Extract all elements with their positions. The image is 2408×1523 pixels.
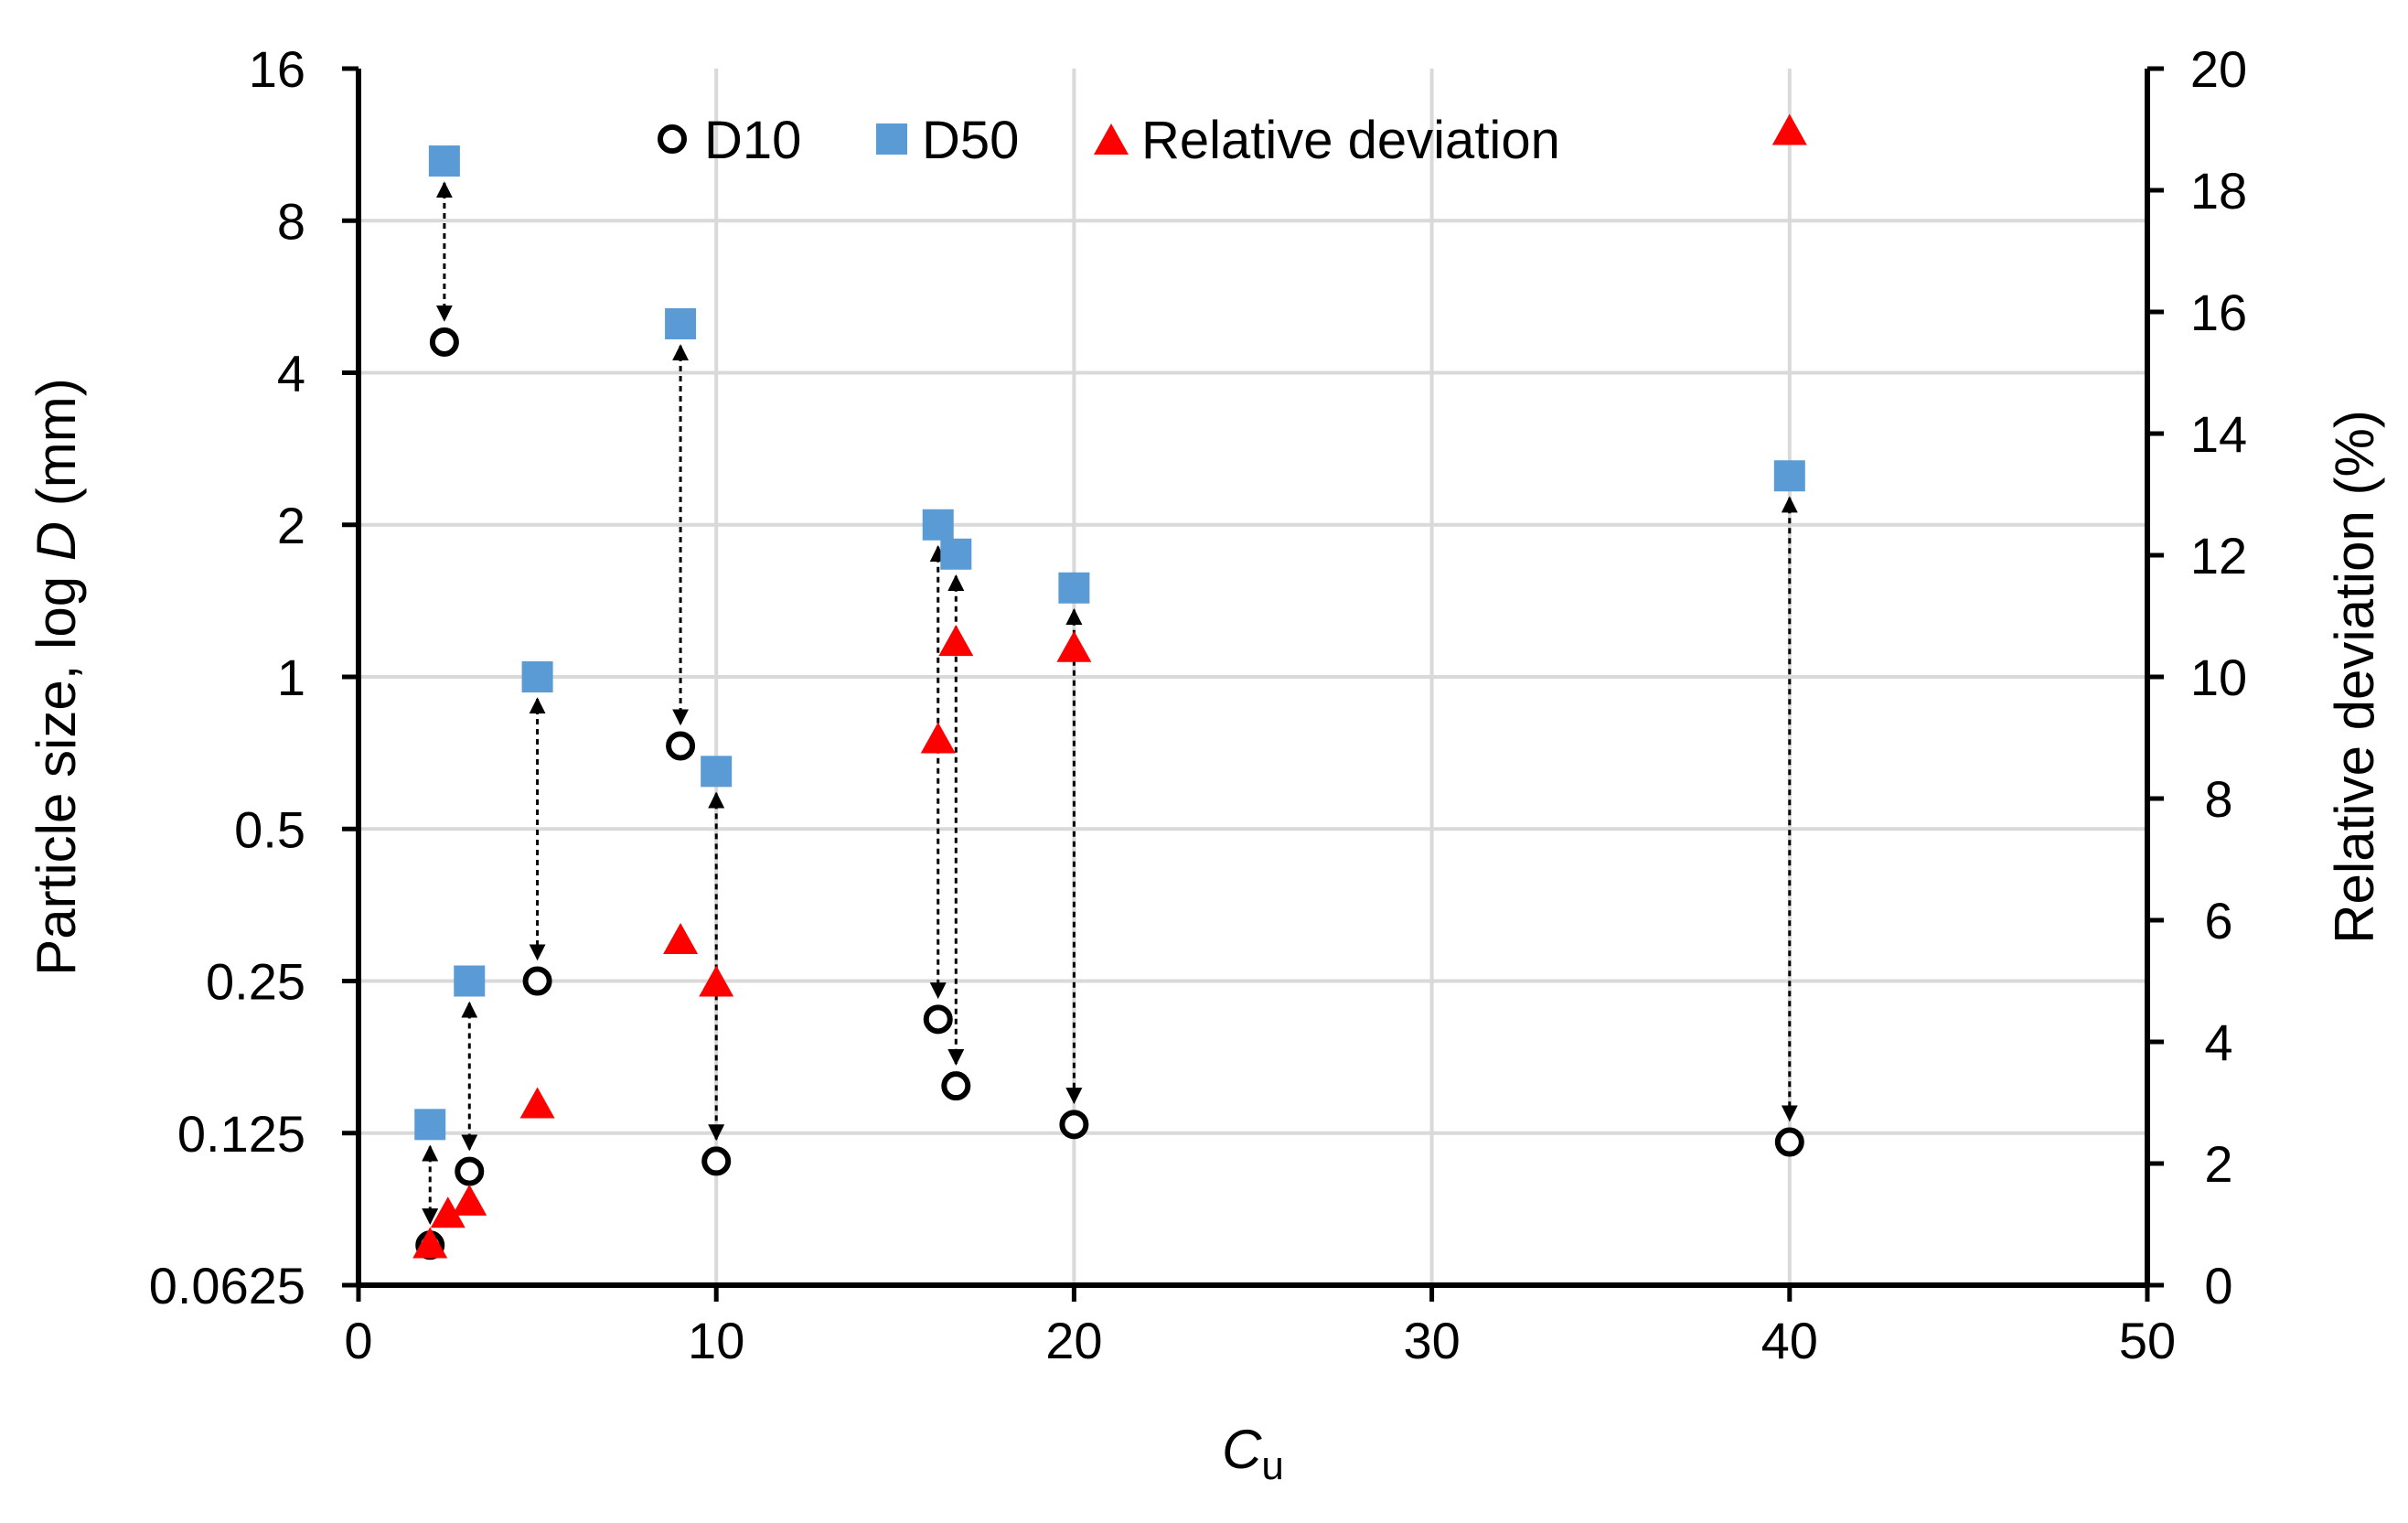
- point-d10: [522, 966, 552, 996]
- axes: [342, 66, 2164, 1302]
- point-d10: [923, 1004, 953, 1035]
- y-right-tick-label: 8: [2204, 770, 2232, 828]
- y-right-tick-label: 16: [2190, 284, 2247, 341]
- point-relative-deviation: [430, 1196, 466, 1228]
- point-relative-deviation: [920, 722, 956, 754]
- point-d50: [414, 1109, 446, 1141]
- series-relative-deviation: [412, 113, 1807, 1259]
- point-d10: [455, 1156, 485, 1186]
- point-relative-deviation: [938, 625, 974, 657]
- point-relative-deviation: [1771, 113, 1807, 145]
- y-left-tick-label: 0.5: [234, 800, 305, 858]
- point-relative-deviation: [519, 1087, 555, 1119]
- y-right-tick-label: 20: [2190, 40, 2247, 98]
- legend-marker-d50: [876, 123, 907, 155]
- point-relative-deviation: [1056, 630, 1092, 662]
- x-tick-label: 20: [1045, 1312, 1102, 1369]
- legend-entry-d10: D10: [658, 111, 801, 170]
- point-d50: [454, 965, 486, 997]
- legend: D10 D50 Relative deviation: [658, 111, 1560, 170]
- y-left-tick-label: 4: [277, 345, 305, 402]
- y-left-tick-label: 8: [277, 192, 305, 250]
- legend-entry-d50: D50: [876, 111, 1019, 170]
- legend-entry-relative-deviation: Relative deviation: [1094, 111, 1560, 170]
- y-left-tick-label: 0.25: [206, 953, 305, 1011]
- x-axis-title: Cu: [1222, 1419, 1284, 1488]
- x-tick-label: 10: [688, 1312, 744, 1369]
- x-axis-title-sub: u: [1261, 1443, 1283, 1488]
- y-left-tick-label: 0.0625: [149, 1257, 305, 1314]
- gridlines: [359, 69, 2147, 1285]
- point-d50: [940, 538, 972, 570]
- point-d10: [1059, 1110, 1089, 1140]
- point-relative-deviation: [412, 1227, 448, 1259]
- point-d10: [1774, 1127, 1804, 1157]
- x-tick-label: 30: [1403, 1312, 1460, 1369]
- point-relative-deviation: [452, 1184, 487, 1216]
- point-d10: [429, 327, 459, 357]
- point-d50: [1773, 460, 1805, 492]
- x-axis-title-main: C: [1222, 1419, 1262, 1480]
- point-d50: [922, 509, 954, 541]
- series-d50: [414, 145, 1805, 1141]
- point-d50: [665, 307, 697, 339]
- y-right-tick-label: 18: [2190, 162, 2247, 220]
- point-d10: [941, 1071, 971, 1101]
- legend-marker-d10: [658, 124, 687, 154]
- legend-label-relative-deviation: Relative deviation: [1141, 111, 1560, 170]
- y-right-tick-label: 0: [2204, 1257, 2232, 1314]
- y-left-tick-label: 2: [277, 497, 305, 554]
- series-d10: [415, 327, 1804, 1260]
- point-relative-deviation: [699, 965, 734, 997]
- y-right-tick-label: 12: [2190, 527, 2247, 585]
- y-axis-right-title: Relative deviation (%): [2324, 410, 2385, 944]
- point-d50: [1058, 572, 1090, 604]
- y-left-tick-label: 16: [249, 40, 305, 98]
- x-tick-label: 50: [2119, 1312, 2176, 1369]
- y-right-tick-label: 4: [2204, 1014, 2232, 1071]
- deviation-arrows: [422, 181, 1798, 1226]
- y-right-tick-label: 2: [2204, 1135, 2232, 1193]
- point-d10: [701, 1146, 732, 1176]
- data-points: [412, 113, 1807, 1260]
- y-axis-left-title: Particle size, log D (mm): [26, 378, 87, 975]
- y-left-tick-label: 1: [277, 649, 305, 706]
- point-d50: [521, 661, 553, 692]
- y-axis-left-title-part2: D: [26, 521, 87, 561]
- point-d50: [701, 756, 733, 788]
- y-right-tick-label: 10: [2190, 649, 2247, 706]
- y-axis-left-title-part1: Particle size, log: [26, 561, 87, 976]
- tick-labels: 0 10 20 30 40 500.06250.1250.250.512481602468…: [149, 40, 2247, 1369]
- x-tick-label: 40: [1761, 1312, 1818, 1369]
- y-axis-left-title-part3: (mm): [26, 378, 87, 521]
- point-relative-deviation: [663, 922, 699, 954]
- point-d10: [666, 731, 696, 761]
- legend-marker-relative-deviation: [1094, 123, 1129, 155]
- legend-label-d10: D10: [704, 111, 801, 170]
- y-right-tick-label: 14: [2190, 405, 2247, 463]
- x-tick-label: 0: [344, 1312, 372, 1369]
- y-right-tick-label: 6: [2204, 892, 2232, 949]
- point-d50: [428, 145, 460, 177]
- legend-label-d50: D50: [922, 111, 1019, 170]
- y-left-tick-label: 0.125: [177, 1105, 305, 1163]
